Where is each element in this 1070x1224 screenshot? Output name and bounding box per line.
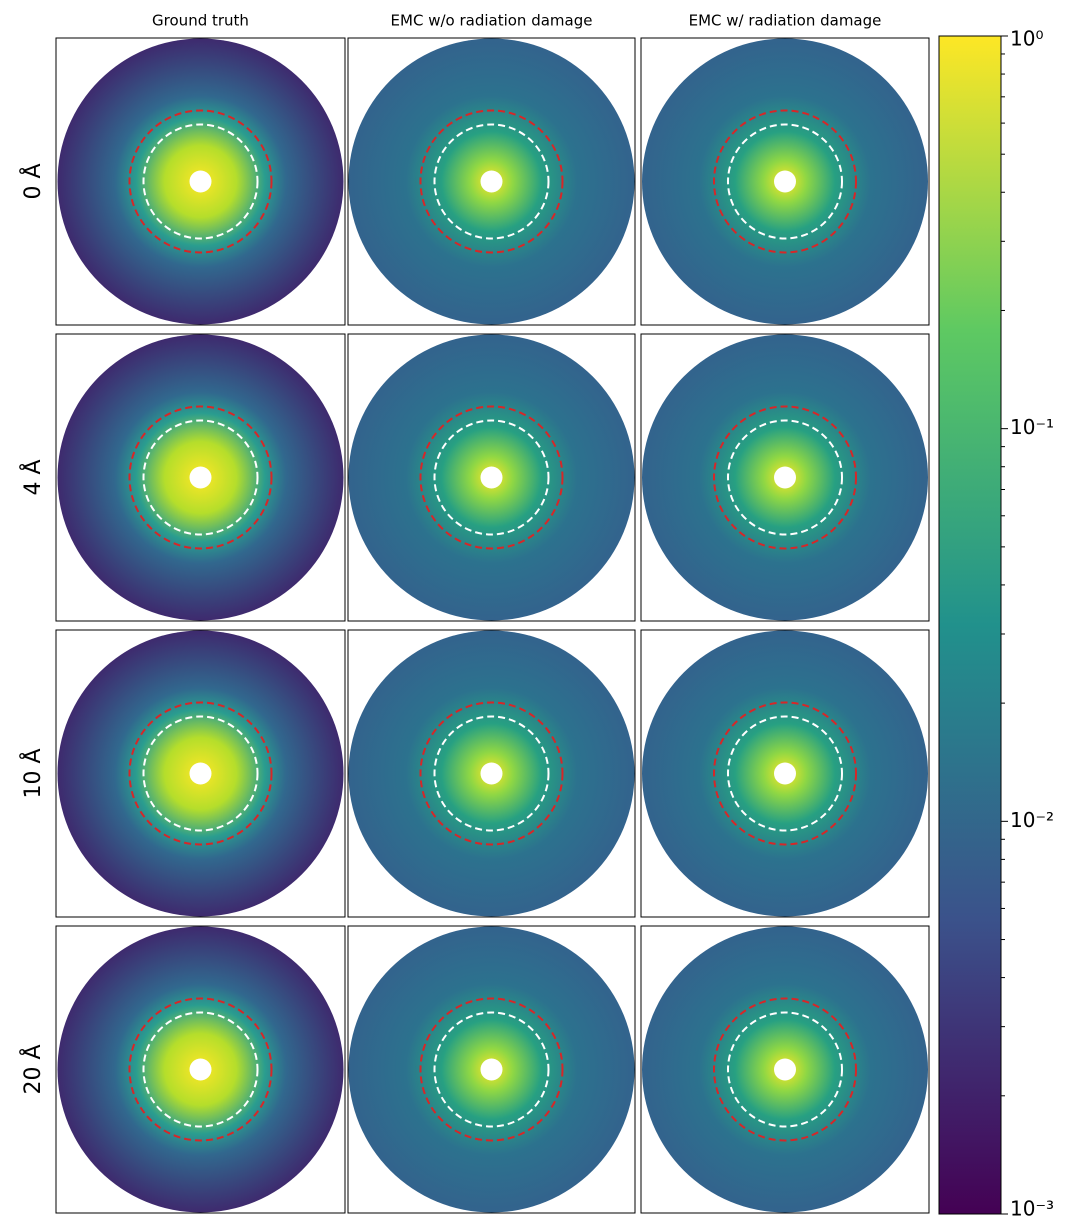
center-mask <box>774 1058 796 1081</box>
white-ring <box>727 123 843 240</box>
tick-label: 10⁻¹ <box>1010 415 1054 439</box>
panel-frame <box>640 37 930 326</box>
center-mask <box>774 170 796 193</box>
center-mask <box>189 170 212 193</box>
red-ring <box>713 405 857 550</box>
panel <box>642 630 928 917</box>
column-title: Ground truth <box>152 12 249 30</box>
red-ring <box>713 701 857 846</box>
panel-frame <box>640 629 930 918</box>
row-label: 4 Å <box>19 459 46 495</box>
red-ring <box>713 109 857 254</box>
red-ring <box>713 997 857 1142</box>
white-ring <box>142 715 259 832</box>
center-mask <box>774 466 796 489</box>
red-ring <box>419 109 564 254</box>
tick-label: 10⁰ <box>1010 27 1043 51</box>
white-ring <box>727 419 843 536</box>
white-ring <box>142 1011 259 1128</box>
center-mask <box>189 466 212 489</box>
white-ring <box>433 123 550 240</box>
panel-frame <box>55 37 346 326</box>
panel <box>57 926 344 1213</box>
white-ring <box>142 419 259 536</box>
red-ring <box>419 701 564 846</box>
panel-frame <box>347 925 636 1214</box>
panel <box>348 630 635 917</box>
colorbar <box>938 35 1002 1215</box>
panel <box>57 38 344 325</box>
center-mask <box>480 170 503 193</box>
panel-frame <box>347 37 636 326</box>
red-ring <box>419 405 564 550</box>
tick-label: 10⁻² <box>1010 808 1054 832</box>
row-label: 0 Å <box>19 163 46 199</box>
panel-frame <box>55 925 346 1214</box>
center-mask <box>189 762 212 785</box>
red-ring <box>419 997 564 1142</box>
panel-frame <box>640 925 930 1214</box>
panel-frame <box>347 333 636 622</box>
panel-frame <box>55 333 346 622</box>
red-ring <box>128 405 273 550</box>
panel <box>642 38 928 325</box>
panel-frame <box>640 333 930 622</box>
white-ring <box>727 715 843 832</box>
white-ring <box>142 123 259 240</box>
white-ring <box>433 1011 550 1128</box>
center-mask <box>480 762 503 785</box>
panel-frame <box>55 629 346 918</box>
panel <box>348 334 635 621</box>
panel <box>348 38 635 325</box>
center-mask <box>189 1058 212 1081</box>
row-label: 20 Å <box>19 1044 46 1094</box>
white-ring <box>727 1011 843 1128</box>
center-mask <box>480 1058 503 1081</box>
tick-label: 10⁻³ <box>1010 1197 1054 1221</box>
panel <box>57 334 344 621</box>
panel <box>642 926 928 1213</box>
panel <box>642 334 928 621</box>
column-title: EMC w/o radiation damage <box>391 12 593 30</box>
red-ring <box>128 701 273 846</box>
panel-frame <box>347 629 636 918</box>
center-mask <box>774 762 796 785</box>
row-label: 10 Å <box>19 748 46 798</box>
red-ring <box>128 997 273 1142</box>
center-mask <box>480 466 503 489</box>
white-ring <box>433 419 550 536</box>
white-ring <box>433 715 550 832</box>
column-title: EMC w/ radiation damage <box>689 12 882 30</box>
panel <box>348 926 635 1213</box>
panel <box>57 630 344 917</box>
red-ring <box>128 109 273 254</box>
